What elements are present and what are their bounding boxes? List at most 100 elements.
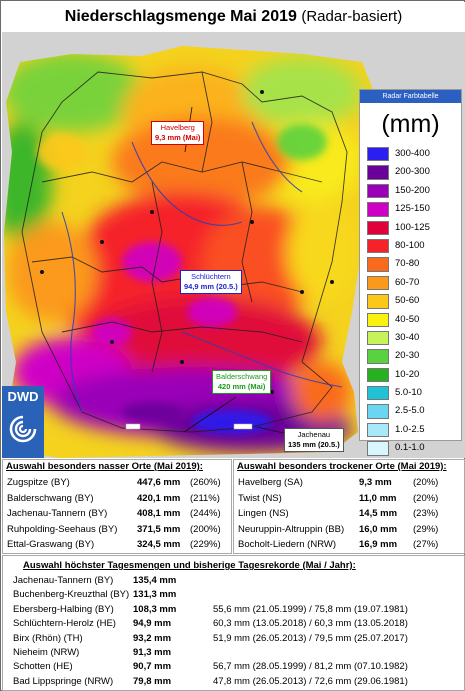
monthly-amount: 16,0 mm	[359, 523, 398, 535]
legend-class-label: 70-80	[395, 258, 420, 270]
legend-swatch	[367, 367, 389, 383]
place-name: Balderschwang (BY)	[7, 492, 94, 504]
legend-swatch	[367, 257, 389, 272]
table-row: Ettal-Graswang (BY) 324,5 mm (229%)	[3, 537, 231, 553]
percent-of-normal: (260%)	[190, 477, 221, 488]
monthly-amount: 11,0 mm	[359, 492, 397, 504]
monthly-amount: 420,1 mm	[137, 492, 181, 504]
page-title: Niederschlagsmenge Mai 2019	[64, 8, 297, 25]
legend-class-label: 150-200	[395, 184, 430, 196]
place-name: Neuruppin-Altruppin (BB)	[238, 523, 345, 535]
legend-swatch	[367, 165, 389, 180]
page-subtitle: (Radar-basiert)	[301, 8, 403, 25]
place-name: Ebersberg-Halbing (BY)	[13, 603, 114, 615]
legend-swatch	[367, 330, 389, 346]
dry-places-title: Auswahl besonders trockener Orte (Mai 20…	[237, 461, 447, 472]
wet-places-box: Auswahl besonders nasser Orte (Mai 2019)…	[2, 459, 232, 554]
place-name: Jachenau-Tannern (BY)	[7, 508, 108, 519]
legend-class-label: 5.0-10	[395, 387, 422, 399]
legend-class-label: 0.1-1.0	[395, 442, 425, 454]
table-row: Neuruppin-Altruppin (BB) 16,0 mm (29%)	[234, 522, 464, 538]
legend-class-row: 200-300	[360, 163, 461, 181]
place-name: Schlüchtern-Herolz (HE)	[13, 618, 116, 630]
table-row: Bad Lippspringe (NRW) 79,8 mm 47,8 mm (26.…	[3, 675, 464, 689]
monthly-amount: 9,3 mm	[359, 477, 392, 488]
daily-amount: 131,3 mm	[133, 589, 177, 601]
place-name: Buchenberg-Kreuzthal (BY)	[13, 589, 130, 601]
legend-class-label: 100-125	[395, 221, 430, 233]
monthly-amount: 408,1 mm	[137, 508, 181, 519]
monthly-amount: 447,6 mm	[137, 477, 181, 488]
legend-class-row: 0.1-1.0	[360, 439, 461, 457]
callout-balderschwang-name: Balderschwang	[216, 372, 268, 381]
legend-swatch	[367, 386, 389, 401]
daily-amount: 79,8 mm	[133, 675, 172, 687]
callout-schluechtern: Schlüchtern 94,9 mm (20.5.)	[180, 270, 242, 294]
legend-class-row: 10-20	[360, 366, 461, 384]
daily-amount: 135,4 mm	[133, 575, 177, 586]
callout-jachenau-value: 135 mm (20.5.)	[288, 440, 340, 449]
legend-swatch	[367, 294, 389, 309]
legend-class-row: 100-125	[360, 219, 461, 237]
daily-records-title: Auswahl höchster Tagesmengen und bisheri…	[23, 560, 356, 571]
table-row: Balderschwang (BY) 420,1 mm (211%)	[3, 491, 231, 507]
monthly-amount: 16,9 mm	[359, 539, 398, 550]
daily-amount: 90,7 mm	[133, 661, 172, 673]
table-row: Lingen (NS) 14,5 mm (23%)	[234, 506, 464, 522]
legend-class-row: 60-70	[360, 274, 461, 292]
table-row: Jachenau-Tannern (BY) 408,1 mm (244%)	[3, 506, 231, 522]
legend-class-row: 20-30	[360, 347, 461, 365]
dwd-logo: DWD	[2, 386, 44, 458]
legend-class-row: 30-40	[360, 329, 461, 347]
callout-balderschwang-value: 420 mm (Mai)	[217, 382, 266, 391]
dwd-logo-text: DWD	[7, 389, 39, 404]
swirl-icon	[9, 415, 37, 443]
place-name: Ruhpolding-Seehaus (BY)	[7, 523, 118, 535]
legend-class-row: 5.0-10	[360, 384, 461, 402]
legend-class-label: 10-20	[395, 368, 420, 380]
percent-of-normal: (29%)	[413, 523, 439, 535]
city-labels	[125, 423, 253, 430]
wet-places-list: Zugspitze (BY) 447,6 mm (260%) Balderschwan…	[3, 475, 231, 553]
place-name: Schotten (HE)	[13, 661, 73, 673]
legend-class-label: 40-50	[395, 313, 420, 325]
callout-schluechtern-value: 94,9 mm (20.5.)	[184, 282, 238, 291]
legend-class-row: 300-400	[360, 145, 461, 163]
place-name: Jachenau-Tannern (BY)	[13, 575, 114, 586]
legend-class-label: 200-300	[395, 166, 430, 178]
previous-records: 56,7 mm (28.05.1999) / 81,2 mm (07.10.19…	[213, 661, 408, 673]
legend-class-label: 300-400	[395, 148, 430, 159]
legend-swatch	[367, 312, 389, 327]
percent-of-normal: (244%)	[190, 508, 221, 519]
monthly-amount: 371,5 mm	[137, 523, 181, 535]
legend-class-row: 50-60	[360, 292, 461, 310]
callout-havelberg-name: Havelberg	[160, 123, 195, 132]
legend-swatch	[367, 147, 389, 162]
table-row: Nieheim (NRW) 91,3 mm	[3, 646, 464, 660]
place-name: Lingen (NS)	[238, 508, 289, 519]
rivers	[61, 121, 343, 413]
legend-class-label: 50-60	[395, 295, 420, 307]
daily-records-box: Auswahl höchster Tagesmengen und bisheri…	[2, 555, 465, 691]
legend-class-row: 1.0-2.5	[360, 421, 461, 439]
table-row: Jachenau-Tannern (BY) 135,4 mm	[3, 574, 464, 588]
table-row: Schlüchtern-Herolz (HE) 94,9 mm 60,3 mm (1…	[3, 617, 464, 631]
table-row: Schotten (HE) 90,7 mm 56,7 mm (28.05.1999)…	[3, 660, 464, 674]
legend-class-label: 60-70	[395, 276, 420, 288]
title-bar: Niederschlagsmenge Mai 2019 (Radar-basie…	[2, 2, 465, 32]
legend-swatch	[367, 422, 389, 438]
monthly-amount: 14,5 mm	[359, 508, 398, 519]
legend-swatch	[367, 349, 389, 364]
place-name: Birx (Rhön) (TH)	[13, 632, 83, 644]
legend-swatch	[367, 404, 389, 419]
wet-places-title: Auswahl besonders nasser Orte (Mai 2019)…	[6, 461, 203, 472]
table-row: Ebersberg-Halbing (BY) 108,3 mm 55,6 mm (2…	[3, 603, 464, 617]
table-row: Havelberg (SA) 9,3 mm (20%)	[234, 475, 464, 491]
dry-places-box: Auswahl besonders trockener Orte (Mai 20…	[233, 459, 465, 554]
legend-classes: 300-400 200-300 150-200 125-150 100-125 80-10…	[360, 145, 461, 458]
monthly-amount: 324,5 mm	[137, 539, 181, 550]
place-name: Twist (NS)	[238, 492, 282, 504]
legend-swatch	[367, 441, 389, 456]
legend-swatch	[367, 220, 389, 235]
